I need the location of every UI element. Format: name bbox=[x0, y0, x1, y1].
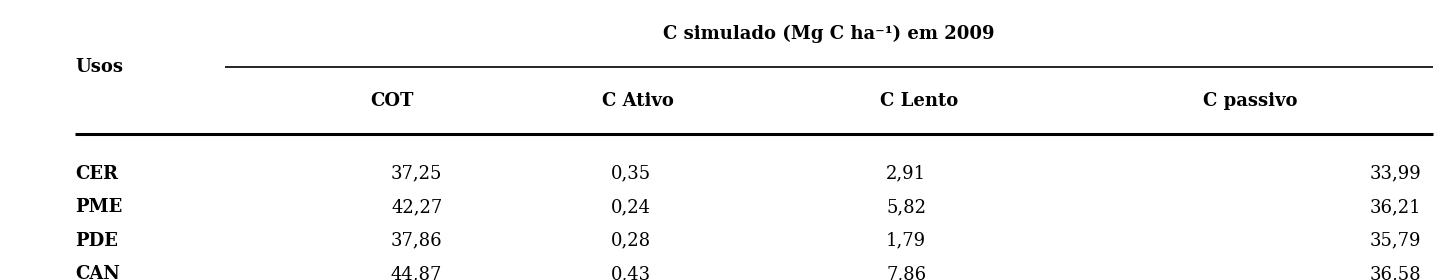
Text: CER: CER bbox=[75, 165, 119, 183]
Text: 36,21: 36,21 bbox=[1369, 198, 1421, 216]
Text: COT: COT bbox=[370, 92, 413, 110]
Text: 2,91: 2,91 bbox=[886, 165, 927, 183]
Text: 0,28: 0,28 bbox=[610, 232, 651, 250]
Text: C passivo: C passivo bbox=[1202, 92, 1298, 110]
Text: 35,79: 35,79 bbox=[1369, 232, 1421, 250]
Text: 37,86: 37,86 bbox=[390, 232, 442, 250]
Text: Usos: Usos bbox=[75, 58, 123, 76]
Text: C simulado (Mg C ha⁻¹) em 2009: C simulado (Mg C ha⁻¹) em 2009 bbox=[663, 24, 995, 43]
Text: 36,58: 36,58 bbox=[1369, 265, 1421, 280]
Text: 42,27: 42,27 bbox=[392, 198, 442, 216]
Text: PDE: PDE bbox=[75, 232, 119, 250]
Text: 0,43: 0,43 bbox=[610, 265, 651, 280]
Text: 0,35: 0,35 bbox=[610, 165, 651, 183]
Text: C Ativo: C Ativo bbox=[602, 92, 674, 110]
Text: CAN: CAN bbox=[75, 265, 120, 280]
Text: 1,79: 1,79 bbox=[886, 232, 927, 250]
Text: C Lento: C Lento bbox=[880, 92, 958, 110]
Text: 44,87: 44,87 bbox=[392, 265, 442, 280]
Text: 5,82: 5,82 bbox=[886, 198, 927, 216]
Text: 33,99: 33,99 bbox=[1369, 165, 1421, 183]
Text: 7,86: 7,86 bbox=[886, 265, 927, 280]
Text: PME: PME bbox=[75, 198, 123, 216]
Text: 37,25: 37,25 bbox=[392, 165, 442, 183]
Text: 0,24: 0,24 bbox=[610, 198, 651, 216]
